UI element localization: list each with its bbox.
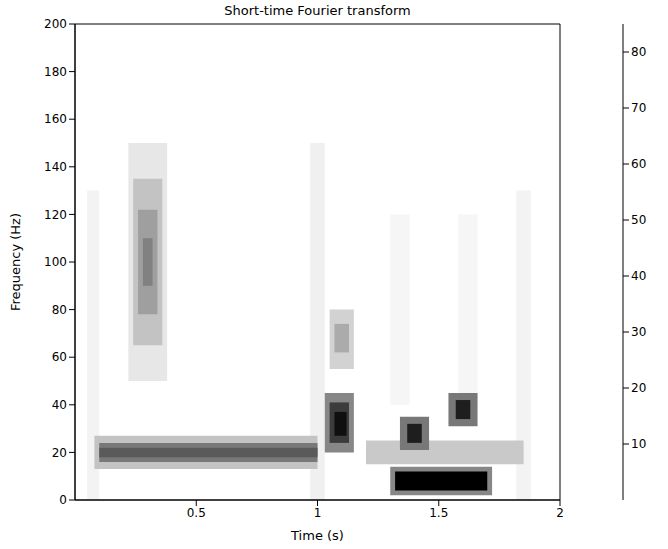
svg-text:40: 40	[52, 398, 67, 412]
svg-text:40: 40	[631, 269, 646, 283]
svg-text:20: 20	[631, 381, 646, 395]
svg-text:Time (s): Time (s)	[290, 528, 344, 543]
svg-text:1.5: 1.5	[429, 506, 448, 520]
svg-text:70: 70	[631, 101, 646, 115]
svg-text:0.5: 0.5	[187, 506, 206, 520]
svg-text:180: 180	[44, 65, 67, 79]
svg-text:60: 60	[631, 157, 646, 171]
svg-text:0: 0	[59, 493, 67, 507]
svg-text:160: 160	[44, 112, 67, 126]
svg-text:60: 60	[52, 350, 67, 364]
svg-text:120: 120	[44, 208, 67, 222]
svg-text:80: 80	[631, 45, 646, 59]
svg-text:2: 2	[556, 506, 564, 520]
svg-text:Frequency (Hz): Frequency (Hz)	[8, 213, 23, 311]
svg-text:30: 30	[631, 325, 646, 339]
html-text:Short-time Fourier transform: Short-time Fourier transform	[224, 3, 411, 18]
svg-text:20: 20	[52, 446, 67, 460]
svg-text:200: 200	[44, 17, 67, 31]
svg-text:50: 50	[631, 213, 646, 227]
svg-text:140: 140	[44, 160, 67, 174]
svg-text:1: 1	[314, 506, 322, 520]
svg-text:100: 100	[44, 255, 67, 269]
svg-text:80: 80	[52, 303, 67, 317]
svg-text:10: 10	[631, 437, 646, 451]
